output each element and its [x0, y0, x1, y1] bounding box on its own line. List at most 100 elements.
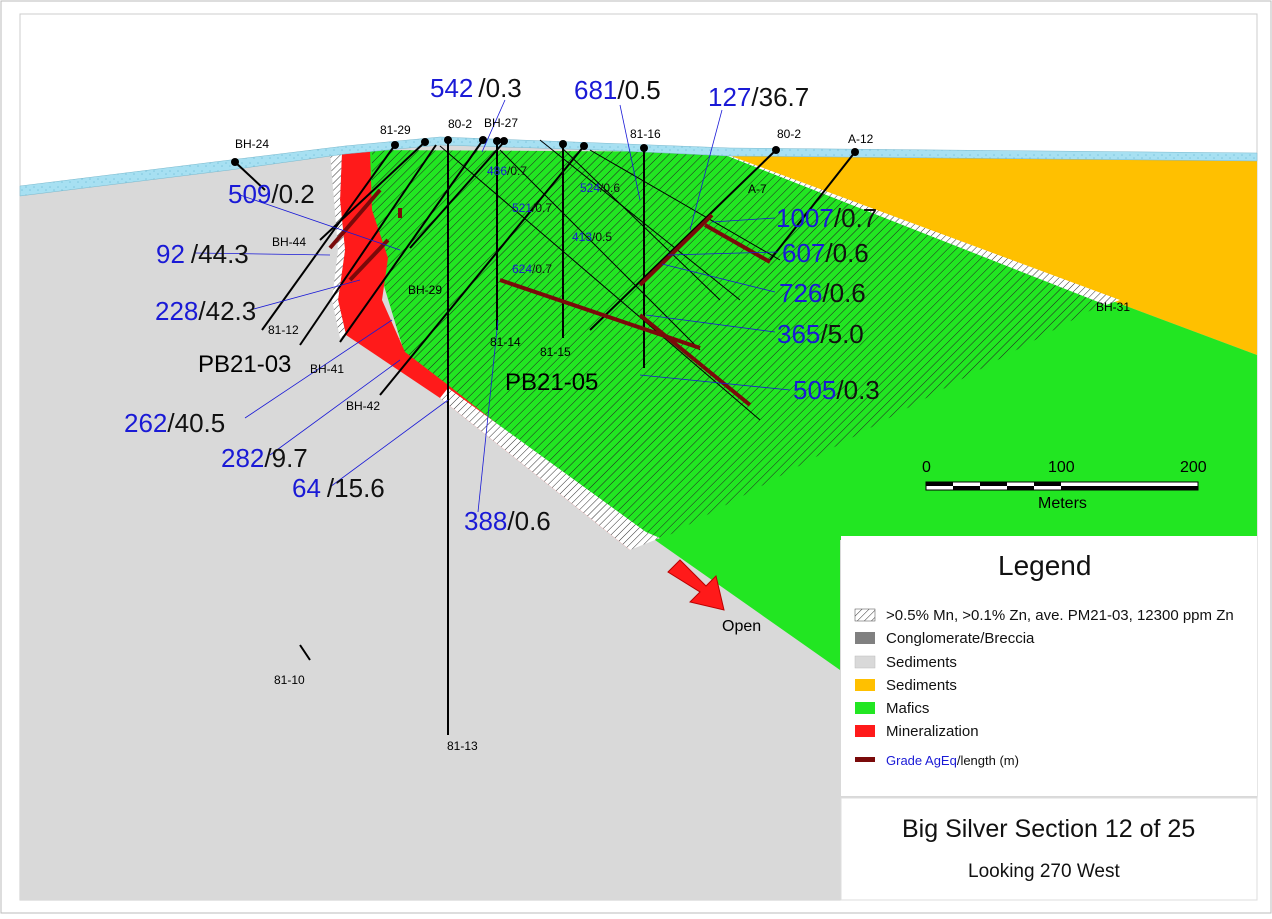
- leader-282: [269, 359, 401, 456]
- hole-trace-5: [499, 149, 701, 351]
- hole-bh41: [339, 139, 484, 343]
- legend-label-mineralization: Mineralization: [886, 723, 979, 740]
- grade-1007: 1007/0.7: [776, 203, 877, 233]
- scale-tick-100: 100: [1048, 459, 1075, 476]
- leader-127: [689, 109, 723, 231]
- hole-trace-2: [539, 139, 741, 301]
- grade-bar-127: [638, 213, 714, 287]
- collar-d: [559, 140, 567, 148]
- grade-127: 127/36.7: [708, 82, 809, 112]
- grade-509: 509/0.2: [228, 179, 315, 209]
- collar-bh27: [493, 137, 501, 145]
- label-bh29: BH-29: [408, 283, 442, 297]
- hole-pb21-03: [299, 144, 437, 346]
- legend-swatch-sediments-grey: [854, 655, 876, 669]
- label-80-2a: 80-2: [448, 117, 472, 131]
- halo-fringe: [720, 152, 1120, 305]
- legend-swatch-hatch: [854, 608, 876, 622]
- collar-80-2b: [772, 146, 780, 154]
- open-arrow-icon: [667, 559, 725, 611]
- hole-bh42: [379, 145, 585, 396]
- mineralization-hatch-left: [330, 150, 346, 338]
- scale-unit: Meters: [1038, 495, 1087, 512]
- grade-607: 607/0.6: [782, 238, 869, 268]
- open-label: Open: [722, 618, 761, 635]
- grade-681: 681/0.5: [574, 75, 661, 105]
- hole-labels: BH-24 81-29 80-2 BH-27 81-16 80-2 A-12 A…: [198, 116, 1130, 753]
- legend-swatch-mafics: [855, 702, 875, 714]
- label-81-15: 81-15: [540, 345, 571, 359]
- leader-726: [661, 263, 776, 293]
- leader-262: [244, 319, 393, 419]
- grade-486: 486/0.7: [487, 164, 527, 178]
- grade-521: 521/0.7: [512, 201, 552, 215]
- label-bh42: BH-42: [346, 399, 380, 413]
- scale-tick-200: 200: [1180, 459, 1207, 476]
- grade-524: 524/0.6: [580, 181, 620, 195]
- scale-seg-5: [1034, 482, 1061, 486]
- leader-1007: [711, 217, 776, 223]
- collar-a12: [851, 148, 859, 156]
- label-bh24: BH-24: [235, 137, 269, 151]
- label-81-13: 81-13: [447, 739, 478, 753]
- mineralization-hatch-right: [440, 388, 660, 550]
- grade-726: 726/0.6: [779, 278, 866, 308]
- leader-542: [481, 99, 506, 153]
- hole-pb21-05: [589, 149, 777, 331]
- leader-64: [329, 399, 449, 488]
- hole-81-12: [261, 144, 396, 331]
- label-81-12: 81-12: [268, 323, 299, 337]
- legend-swatch-conglomerate: [855, 632, 875, 644]
- label-bh31: BH-31: [1096, 300, 1130, 314]
- grade-542: 542/0.3: [430, 73, 522, 103]
- collar-bh24: [231, 158, 239, 166]
- collar-81-29: [391, 141, 399, 149]
- legend-label-sediments-grey: Sediments: [886, 654, 957, 671]
- grade-64: 64/15.6: [292, 473, 385, 503]
- legend-swatch-sediments-orange: [855, 679, 875, 691]
- legend-label-mafics: Mafics: [886, 700, 929, 717]
- scale-seg-3: [980, 482, 1007, 486]
- scale-seg-4: [1007, 486, 1034, 490]
- leader-388: [477, 319, 499, 513]
- leader-681: [619, 104, 641, 201]
- hole-bh24: [234, 161, 266, 191]
- small-grade-labels: 486/0.7 524/0.6 521/0.7 413/0.5 624/0.7: [487, 164, 620, 276]
- grade-bar-505: [638, 313, 752, 407]
- label-81-29: 81-29: [380, 123, 411, 137]
- label-a7: A-7: [748, 182, 767, 196]
- hole-trace-4: [589, 149, 781, 261]
- scale-seg-2: [953, 486, 980, 490]
- overburden-layer: [19, 136, 1258, 197]
- collar-e: [580, 142, 588, 150]
- title-box: [840, 797, 1258, 901]
- scale-seg-1: [926, 482, 953, 486]
- legend-swatch-grade: [855, 757, 875, 762]
- leader-228: [249, 279, 361, 311]
- collar-c: [500, 137, 508, 145]
- grade-bars: [328, 188, 771, 407]
- grade-282: 282/9.7: [221, 443, 308, 473]
- grade-365: 365/5.0: [777, 319, 864, 349]
- collar-b: [479, 136, 487, 144]
- grade-bar-228: [348, 238, 390, 282]
- label-pb21-05: PB21-05: [505, 369, 598, 396]
- label-81-14: 81-14: [490, 335, 521, 349]
- collar-81-16: [640, 144, 648, 152]
- label-81-10: 81-10: [274, 673, 305, 687]
- grade-228: 228/42.3: [155, 296, 256, 326]
- leader-607: [667, 251, 779, 256]
- legend-swatch-mineralization: [855, 725, 875, 737]
- leader-92: [194, 252, 331, 256]
- scale-bar: 0 100 200 Meters: [922, 459, 1207, 512]
- legend: Legend >0.5% Mn, >0.1% Zn, ave. PM21-03,…: [841, 536, 1257, 796]
- title-block: Big Silver Section 12 of 25 Looking 270 …: [840, 797, 1258, 901]
- mineralization-zone: [338, 150, 644, 550]
- legend-title: Legend: [998, 550, 1091, 581]
- label-bh27: BH-27: [484, 116, 518, 130]
- label-80-2b: 80-2: [777, 127, 801, 141]
- legend-label-grade: Grade AgEq/length (m): [886, 753, 1019, 768]
- collar-80-2a: [444, 136, 452, 144]
- legend-label-conglomerate: Conglomerate/Breccia: [886, 630, 1035, 647]
